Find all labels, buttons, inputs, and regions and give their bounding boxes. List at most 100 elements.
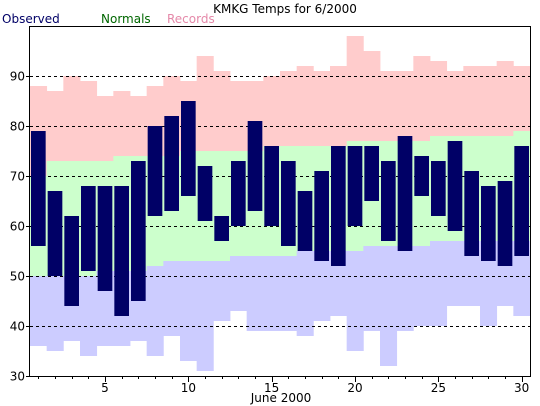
low-band-day-27 (463, 241, 481, 306)
observed-bar-day-23 (397, 136, 413, 251)
legend-records: Records (167, 12, 215, 26)
low-band-day-9 (163, 261, 181, 336)
observed-bar-day-19 (331, 146, 346, 266)
y-axis: 30 40 50 60 70 80 90 (10, 70, 30, 384)
record-band-day-3 (63, 76, 81, 161)
observed-bar-day-20 (347, 146, 363, 226)
low-band-day-12 (213, 261, 231, 321)
chart-title: KMKG Temps for 6/2000 (213, 2, 357, 16)
x-tick-label-5: 5 (101, 381, 109, 395)
observed-bar-day-22 (381, 161, 396, 241)
observed-bar-day-30 (514, 146, 529, 256)
observed-bar-day-8 (147, 126, 163, 216)
record-band-day-15 (263, 76, 281, 146)
low-band-day-4 (80, 276, 98, 356)
y-tick-label-80: 80 (10, 120, 25, 134)
record-band-day-26 (446, 71, 464, 136)
record-band-day-27 (463, 66, 481, 136)
record-band-day-19 (330, 66, 348, 146)
low-band-day-21 (363, 246, 381, 331)
record-band-day-25 (430, 61, 448, 136)
low-band-day-10 (180, 261, 198, 361)
observed-bar-day-24 (414, 156, 429, 196)
record-band-day-16 (280, 71, 298, 146)
legend-normals: Normals (101, 12, 151, 26)
observed-bar-day-17 (297, 191, 313, 251)
record-band-day-20 (346, 36, 364, 141)
observed-bar-day-14 (247, 121, 263, 211)
record-band-day-17 (296, 66, 314, 146)
record-band-day-28 (480, 66, 498, 136)
record-band-day-13 (230, 81, 248, 151)
observed-bar-day-9 (164, 116, 179, 211)
observed-bar-day-7 (131, 161, 146, 301)
record-band-day-6 (113, 91, 131, 156)
legend: Observed Normals Records (2, 12, 215, 26)
low-band-day-28 (480, 241, 498, 326)
low-band-day-14 (246, 256, 264, 331)
y-tick-label-70: 70 (10, 170, 25, 184)
low-band-day-15 (263, 256, 281, 331)
record-band-day-11 (196, 56, 214, 151)
observed-bar-day-4 (81, 186, 96, 271)
low-band-day-26 (446, 241, 464, 306)
low-band-day-2 (46, 276, 64, 351)
low-band-day-24 (413, 246, 431, 326)
record-band-day-29 (496, 61, 514, 136)
x-axis-label: June 2000 (250, 391, 312, 405)
observed-bar-day-1 (31, 131, 46, 246)
observed-bars (31, 101, 529, 316)
record-band-day-12 (213, 71, 231, 151)
y-tick-label-40: 40 (10, 320, 25, 334)
observed-bar-day-29 (497, 181, 513, 266)
record-band-day-30 (513, 66, 531, 131)
low-band-day-23 (396, 246, 414, 331)
record-band-day-4 (80, 81, 98, 161)
record-band-day-21 (363, 51, 381, 141)
x-tick-label-25: 25 (431, 381, 446, 395)
observed-bar-day-27 (464, 171, 479, 256)
low-band-day-11 (196, 261, 214, 371)
observed-bar-day-28 (481, 186, 496, 261)
observed-bar-day-26 (447, 141, 463, 231)
observed-bar-day-21 (364, 146, 379, 201)
observed-bar-day-5 (97, 186, 113, 291)
low-band-day-8 (146, 266, 164, 356)
low-band-day-17 (296, 251, 314, 336)
x-axis: 5 10 15 20 25 30 (38, 376, 529, 395)
low-band-day-1 (30, 276, 48, 346)
low-band-day-18 (313, 251, 331, 321)
observed-bar-day-11 (197, 166, 213, 221)
y-tick-label-30: 30 (10, 370, 25, 384)
y-tick-label-90: 90 (10, 70, 25, 84)
plot-frame (29, 26, 531, 377)
x-tick-label-30: 30 (514, 381, 529, 395)
legend-observed: Observed (2, 12, 60, 26)
record-band-day-5 (96, 96, 114, 161)
low-band-day-13 (230, 256, 248, 311)
observed-bar-day-18 (314, 171, 329, 261)
observed-bar-day-2 (47, 191, 63, 276)
low-band-day-22 (380, 246, 398, 366)
record-band-day-23 (396, 71, 414, 141)
observed-bar-day-6 (114, 186, 129, 316)
y-tick-label-50: 50 (10, 270, 25, 284)
y-tick-label-60: 60 (10, 220, 25, 234)
observed-bar-day-15 (264, 146, 279, 226)
x-tick-label-15: 15 (264, 381, 279, 395)
record-band-day-22 (380, 71, 398, 141)
observed-bar-day-25 (431, 161, 446, 216)
low-band-day-30 (513, 241, 531, 316)
observed-bar-day-3 (64, 216, 79, 306)
observed-bar-day-16 (281, 161, 296, 246)
observed-bar-day-13 (231, 161, 246, 226)
low-band-day-16 (280, 256, 298, 331)
record-band-day-24 (413, 56, 431, 141)
observed-bar-day-10 (181, 101, 196, 196)
normal-band-day-12 (213, 151, 231, 261)
low-band-day-19 (330, 251, 348, 316)
grid-lines (30, 76, 530, 327)
observed-bar-day-12 (214, 216, 229, 241)
low-band-day-20 (346, 251, 364, 351)
